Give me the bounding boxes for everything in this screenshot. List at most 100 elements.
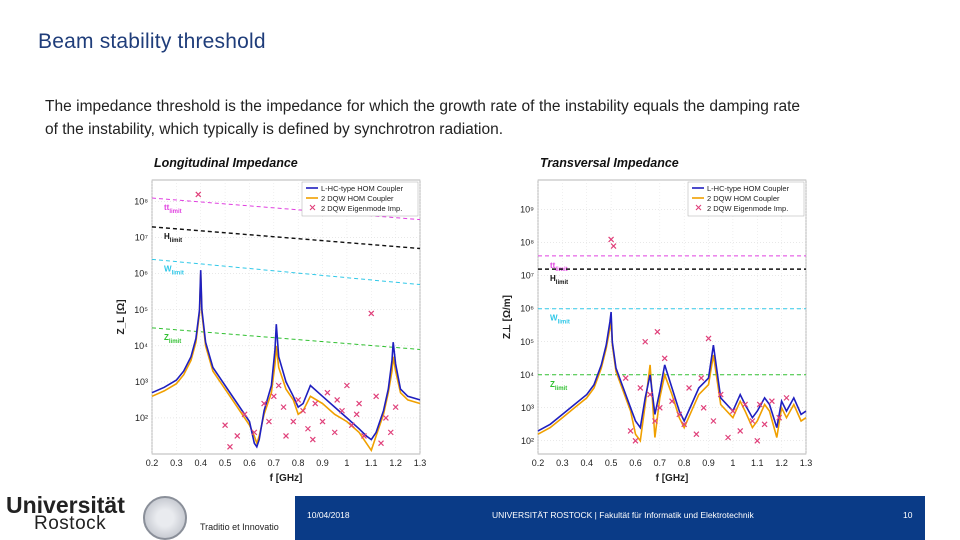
eigenmode-point — [295, 396, 302, 403]
x-tick-label: 1.2 — [389, 458, 402, 468]
university-name: Universität — [6, 492, 125, 518]
eigenmode-point — [768, 398, 775, 405]
eigenmode-point — [319, 418, 326, 425]
eigenmode-point — [717, 391, 724, 398]
x-tick-label: 1.1 — [751, 458, 764, 468]
eigenmode-point — [227, 443, 233, 450]
eigenmode-point — [324, 389, 331, 396]
plot-frame — [151, 179, 421, 455]
legend-label: L-HC-type HOM Coupler — [707, 184, 790, 193]
x-tick-label: 0.2 — [146, 458, 159, 468]
eigenmode-point — [725, 434, 731, 441]
x-axis-label: f [GHz] — [270, 473, 303, 484]
eigenmode-point — [373, 393, 380, 400]
eigenmode-point — [339, 407, 345, 414]
footer-bar: 10/04/2018 UNIVERSITÄT ROSTOCK | Fakultä… — [295, 496, 925, 540]
eigenmode-point — [676, 411, 683, 418]
slide-body-text: The impedance threshold is the impedance… — [45, 98, 800, 138]
university-motto: Traditio et Innovatio — [200, 522, 279, 532]
eigenmode-point — [656, 404, 663, 411]
legend-box — [687, 181, 805, 217]
eigenmode-point — [698, 375, 705, 381]
hlimit-label-sub: limit — [170, 238, 182, 244]
footer-institution: UNIVERSITÄT ROSTOCK | Fakultät für Infor… — [492, 510, 754, 520]
eigenmode-point — [776, 414, 783, 421]
x-tick-label: 1.2 — [775, 458, 788, 468]
y-tick-label: 10⁹ — [520, 205, 534, 215]
eigenmode-point — [669, 398, 675, 405]
eigenmode-point — [195, 191, 202, 198]
eigenmode-point — [309, 436, 316, 443]
eigenmode-point — [622, 375, 629, 381]
ttlimit-label-sub: limit — [169, 209, 181, 215]
eigenmode-point — [290, 418, 297, 425]
y-tick-label: 10⁵ — [134, 305, 148, 315]
eigenmode-point — [654, 328, 661, 335]
transversal-impedance-chart: 10² 10³ 10⁴ 10⁵ 10⁶ 10⁷ 10⁸ 10⁹ 0.2 0.3 0.4 0.5 0.6 0… — [502, 179, 812, 484]
chart-title-transversal: Transversal Impedance — [540, 156, 679, 170]
eigenmode-point — [368, 310, 375, 317]
y-tick-label: 10⁷ — [521, 271, 534, 281]
eigenmode-point — [266, 418, 272, 425]
eigenmode-point — [241, 411, 248, 418]
eigenmode-point — [742, 401, 749, 408]
legend-box — [301, 181, 419, 217]
eigenmode-point — [632, 437, 639, 444]
y-tick-label: 10⁸ — [520, 238, 534, 248]
longitudinal-impedance-chart: 10² 10³ 10⁴ 10⁵ 10⁶ 10⁷ 10⁸ 0.2 0.3 0.4 0.5 0.6 0.7 0… — [116, 179, 427, 484]
x-tick-label: 1.3 — [414, 458, 427, 468]
y-tick-label: 10⁶ — [520, 304, 534, 314]
y-tick-label: 10⁸ — [134, 197, 148, 207]
eigenmode-point — [353, 411, 360, 418]
x-tick-label: 0.4 — [580, 458, 593, 468]
eigenmode-point — [387, 429, 394, 436]
eigenmode-point — [700, 404, 707, 411]
x-tick-label: 0.2 — [532, 458, 545, 468]
eigenmode-point — [356, 400, 363, 407]
y-tick-label: 10⁷ — [135, 233, 148, 243]
plot-frame — [537, 179, 807, 455]
legend-swatch — [695, 204, 702, 211]
eigenmode-point — [642, 338, 649, 345]
wlimit-label-sub: limit — [172, 270, 184, 276]
x-tick-label: 0.5 — [605, 458, 618, 468]
y-axis-label: Z⊥ [Ω/m] — [502, 295, 513, 339]
y-axis-label: Z_L [Ω] — [116, 299, 127, 334]
eigenmode-point — [756, 401, 763, 408]
eigenmode-point — [261, 400, 267, 407]
eigenmode-point — [392, 404, 399, 411]
eigenmode-point — [608, 236, 615, 243]
y-tick-label: 10³ — [135, 377, 148, 387]
x-tick-label: 0.5 — [219, 458, 232, 468]
x-tick-label: 0.8 — [678, 458, 691, 468]
x-tick-label: 0.3 — [556, 458, 569, 468]
x-axis-label: f [GHz] — [656, 473, 689, 484]
hlimit-label-sub: limit — [556, 280, 568, 286]
eigenmode-point — [382, 415, 389, 421]
eigenmode-point — [661, 355, 668, 362]
wlimit-line — [151, 258, 421, 286]
eigenmode-point — [283, 433, 289, 439]
eigenmode-point — [681, 421, 688, 428]
x-tick-label: 0.9 — [316, 458, 329, 468]
y-tick-label: 10³ — [521, 403, 534, 413]
eigenmode-point — [783, 394, 790, 401]
eigenmode-point — [275, 382, 282, 389]
y-tick-label: 10⁶ — [134, 269, 148, 279]
eigenmode-point — [312, 400, 319, 407]
y-tick-label: 10⁴ — [134, 341, 148, 351]
eigenmode-point — [251, 429, 258, 436]
x-tick-label: 0.3 — [170, 458, 183, 468]
eigenmode-point — [710, 418, 717, 424]
eigenmode-point — [647, 391, 653, 398]
ttlimit-label-sub: limit — [555, 267, 567, 273]
y-tick-label: 10⁵ — [520, 337, 534, 347]
eigenmode-point — [300, 407, 306, 414]
y-tick-label: 10² — [521, 436, 534, 446]
eigenmode-point — [610, 243, 617, 249]
eigenmode-point — [334, 396, 341, 403]
legend-label: L-HC-type HOM Coupler — [321, 184, 404, 193]
eigenmode-point — [222, 422, 229, 429]
zlimit-label-sub: limit — [555, 386, 567, 392]
eigenmode-point — [693, 431, 700, 438]
